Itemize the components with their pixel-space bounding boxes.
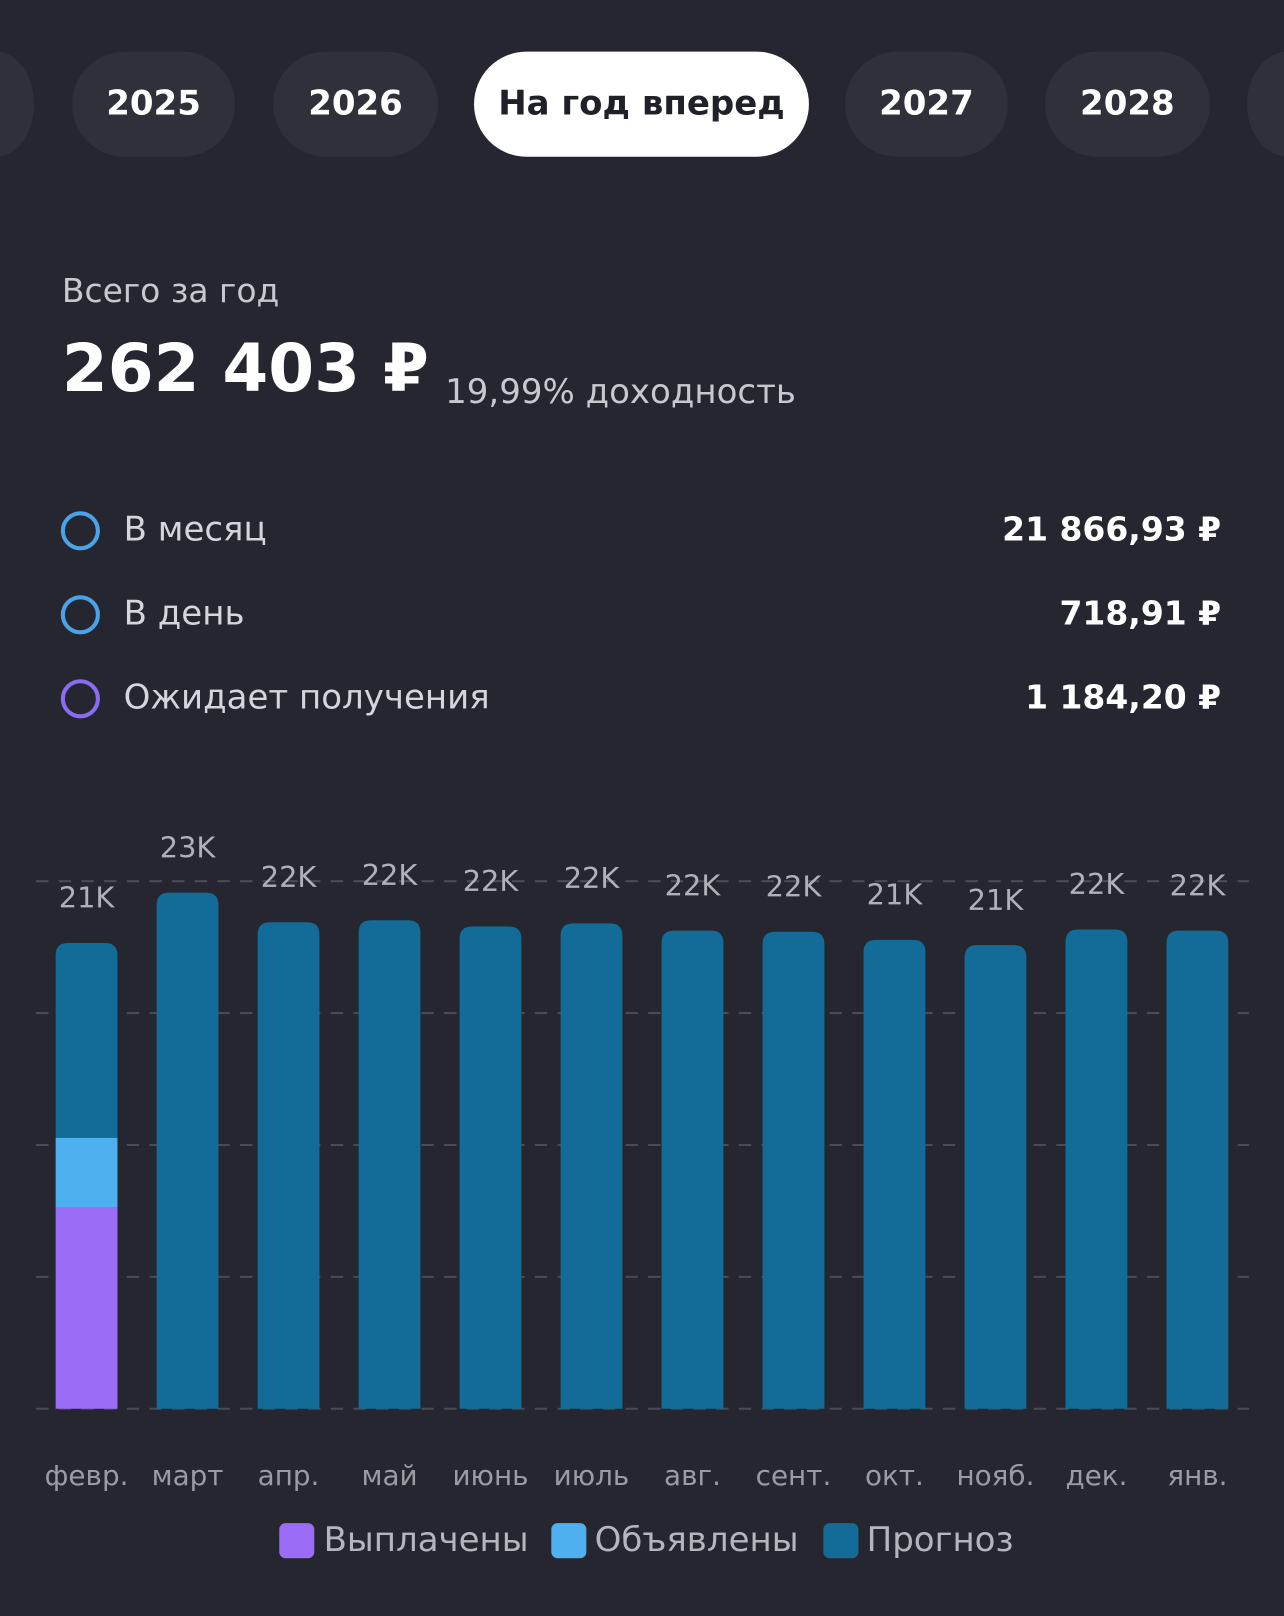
tabs: 2025 2026 На год вперед 2027 2028 bbox=[72, 51, 1210, 157]
summary-yield: 19,99% доходность bbox=[445, 372, 796, 412]
legend-ring bbox=[60, 679, 100, 719]
stats: В месяц 21 866,93 ₽ В день 718,91 ₽ Ожидает … bbox=[60, 509, 1221, 719]
tab-label: 2025 bbox=[106, 84, 201, 124]
x-tick-label: окт. bbox=[865, 1459, 924, 1492]
total-label: 22K bbox=[665, 868, 722, 902]
total-label: 22K bbox=[463, 864, 520, 898]
x-tick-label: дек. bbox=[1065, 1459, 1127, 1492]
legend-swatch bbox=[279, 1523, 315, 1559]
x-tick-label: март bbox=[152, 1459, 224, 1492]
tab[interactable] bbox=[273, 51, 438, 157]
tab-label: 2028 bbox=[1080, 84, 1175, 124]
x-tick-label: янв. bbox=[1167, 1459, 1227, 1492]
bar-segment bbox=[55, 1137, 118, 1208]
bar-segment bbox=[55, 1207, 118, 1409]
tab[interactable] bbox=[1044, 51, 1210, 157]
tab-partial[interactable] bbox=[1246, 51, 1284, 157]
tab-partial[interactable] bbox=[0, 51, 34, 157]
bar-segment bbox=[762, 931, 825, 1409]
bar-segment bbox=[459, 926, 522, 1409]
bar-segment bbox=[560, 923, 623, 1409]
bar-segment bbox=[964, 945, 1027, 1409]
tab[interactable] bbox=[845, 51, 1008, 157]
bar-segment bbox=[257, 922, 320, 1409]
legend-swatch bbox=[823, 1523, 859, 1559]
stat-value: 21 866,93 ₽ bbox=[1002, 509, 1221, 548]
x-tick-label: май bbox=[361, 1459, 417, 1492]
total-label: 22K bbox=[1069, 867, 1126, 901]
total-label: 22K bbox=[362, 858, 419, 892]
x-tick-label: сент. bbox=[756, 1459, 832, 1492]
legend-ring bbox=[60, 595, 100, 635]
bar-segment bbox=[156, 892, 219, 1409]
x-tick-label: июнь bbox=[452, 1459, 528, 1492]
legend-label: Выплачены bbox=[324, 1520, 529, 1560]
summary-label: Всего за год bbox=[62, 271, 280, 310]
x-tick-label: апр. bbox=[258, 1459, 320, 1492]
tab-label: 2027 bbox=[879, 84, 974, 124]
stat-label: В день bbox=[124, 593, 245, 633]
summary-total: 262 403 ₽ bbox=[62, 330, 429, 407]
total-label: 22K bbox=[261, 860, 318, 894]
bar-segment bbox=[661, 930, 724, 1409]
stat-value: 718,91 ₽ bbox=[1059, 593, 1221, 632]
tab[interactable] bbox=[72, 51, 235, 157]
bar-segment bbox=[1166, 930, 1229, 1409]
total-label: 21K bbox=[968, 883, 1025, 917]
tab[interactable] bbox=[474, 51, 809, 157]
tab-label: 2026 bbox=[308, 84, 403, 124]
total-label: 22K bbox=[766, 869, 823, 903]
bar-segment bbox=[55, 942, 118, 1138]
total-label: 21K bbox=[867, 878, 924, 912]
bar-segment bbox=[358, 920, 421, 1409]
stat-label: В месяц bbox=[124, 509, 267, 549]
legend-label: Объявлены bbox=[595, 1520, 799, 1560]
legend-ring bbox=[60, 511, 100, 551]
x-tick-label: нояб. bbox=[956, 1459, 1034, 1492]
stat-label: Ожидает получения bbox=[124, 677, 490, 717]
total-label: 22K bbox=[1170, 868, 1227, 902]
bar-segment bbox=[1065, 929, 1128, 1409]
tab-label: На год вперед bbox=[498, 84, 785, 124]
legend-swatch bbox=[551, 1523, 587, 1559]
total-label: 22K bbox=[564, 861, 621, 895]
x-tick-label: февр. bbox=[45, 1459, 129, 1492]
x-tick-label: июль bbox=[554, 1459, 630, 1492]
legend-label: Прогноз bbox=[867, 1520, 1014, 1560]
stat-value: 1 184,20 ₽ bbox=[1025, 677, 1221, 716]
total-label: 21K bbox=[59, 881, 116, 915]
chart: 21K февр. 23K март 22K апр. 22K май 22K июнь 22K ию… bbox=[36, 830, 1249, 1560]
bar-segment bbox=[863, 939, 926, 1409]
x-tick-label: авг. bbox=[664, 1459, 721, 1492]
total-label: 23K bbox=[160, 830, 217, 864]
